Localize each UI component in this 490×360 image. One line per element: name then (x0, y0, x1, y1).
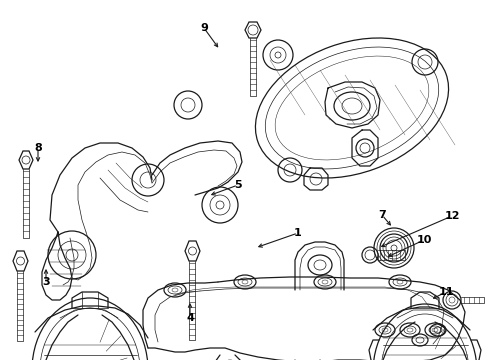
Text: 4: 4 (186, 313, 194, 323)
Text: 5: 5 (234, 180, 242, 190)
Text: 12: 12 (444, 211, 460, 221)
Text: 8: 8 (34, 143, 42, 153)
Text: 9: 9 (200, 23, 208, 33)
Text: 7: 7 (378, 210, 386, 220)
Text: 3: 3 (42, 277, 50, 287)
Text: 10: 10 (416, 235, 432, 245)
Text: 1: 1 (294, 228, 302, 238)
Text: 11: 11 (438, 287, 454, 297)
